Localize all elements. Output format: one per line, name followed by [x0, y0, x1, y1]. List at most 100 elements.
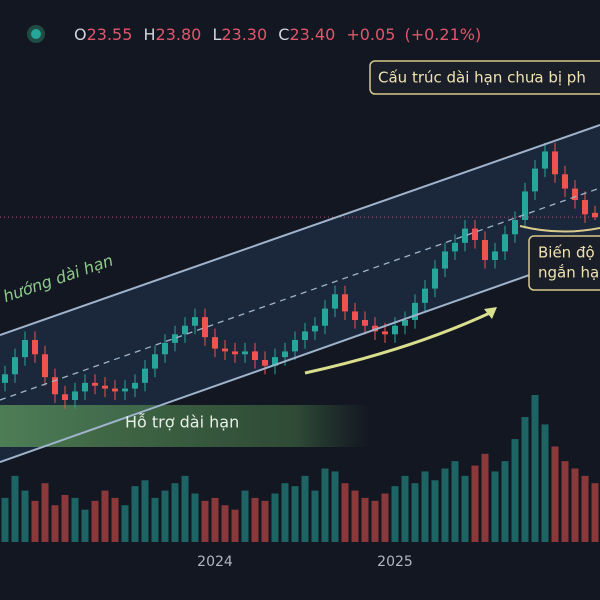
volume-bar: [591, 483, 599, 542]
volume-bar: [451, 461, 459, 542]
volume-bar: [311, 490, 319, 542]
volume-bar: [431, 480, 439, 542]
volume-bar: [91, 500, 99, 542]
candle-body: [192, 317, 198, 326]
candle-body: [262, 360, 268, 366]
volume-bar: [351, 490, 359, 542]
candle-body: [362, 320, 368, 326]
volume-bar: [471, 465, 479, 542]
candle-body: [342, 294, 348, 312]
candle-body: [22, 340, 28, 358]
candle-body: [122, 388, 128, 392]
volume-bar: [221, 505, 229, 542]
volume-bar: [371, 500, 379, 542]
candle-body: [572, 188, 578, 200]
candle-body: [222, 348, 228, 352]
candle-body: [352, 311, 358, 320]
candle-body: [52, 377, 58, 395]
candle-body: [382, 331, 388, 335]
candle-body: [2, 374, 8, 383]
volume-bar: [81, 509, 89, 542]
ohlc-value: 23.30: [221, 25, 267, 44]
volume-bar: [321, 468, 329, 542]
channel-lower: [0, 249, 600, 463]
volume-bar: [461, 475, 469, 542]
volume-bar: [491, 471, 499, 542]
arrow: [304, 310, 493, 375]
x-tick-label: 2025: [377, 554, 413, 570]
volume-bar: [401, 475, 409, 542]
support-label: Hỗ trợ dài hạn: [125, 413, 239, 432]
annotation-text: ngắn hạ: [538, 264, 599, 282]
candle-body: [432, 268, 438, 289]
volume-bar: [161, 490, 169, 542]
annotation-box: [528, 235, 600, 291]
volume-bar: [291, 486, 299, 542]
channel-fill: [0, 125, 600, 462]
volume-bar: [131, 486, 139, 542]
volume-bar: [261, 500, 269, 542]
volume-bar: [571, 468, 579, 542]
candle-body: [42, 354, 48, 378]
volume-bar: [531, 395, 539, 542]
candle-body: [502, 234, 508, 252]
candle-body: [92, 382, 98, 386]
candle-body: [272, 357, 278, 366]
candle-body: [422, 288, 428, 303]
volume-bar: [141, 480, 149, 542]
candle-body: [402, 320, 408, 326]
volume-bar: [111, 497, 119, 542]
candle-body: [62, 394, 68, 400]
candle-body: [442, 251, 448, 269]
volume-bar: [1, 497, 9, 542]
volume-bar: [561, 461, 569, 542]
candle-body: [492, 251, 498, 260]
candle-body: [172, 334, 178, 343]
volume-bar: [171, 483, 179, 542]
candle-body: [532, 168, 538, 192]
candle-body: [242, 351, 248, 355]
candle-body: [202, 317, 208, 338]
candle-body: [462, 228, 468, 243]
candle-body: [132, 382, 138, 389]
candle-body: [162, 342, 168, 355]
volume-bar: [21, 490, 29, 542]
candle-body: [592, 212, 598, 218]
candle-body: [282, 351, 288, 358]
volume-bar: [101, 490, 109, 542]
volume-bar: [71, 497, 79, 542]
volume-bar: [191, 493, 199, 542]
volume-bar: [581, 475, 589, 542]
candle-body: [392, 325, 398, 335]
candle-body: [252, 351, 258, 360]
candle-body: [312, 325, 318, 332]
ohlc-value: 23.55: [87, 25, 133, 44]
volume-bar: [231, 509, 239, 542]
candle-body: [552, 151, 558, 175]
candle-body: [32, 340, 38, 355]
candle-body: [452, 242, 458, 252]
ohlc-label: C: [278, 25, 289, 44]
volume-bar: [41, 483, 49, 542]
volume-bar: [541, 424, 549, 542]
arrow-head: [484, 307, 497, 319]
volume-bar: [31, 500, 39, 542]
volume-bar: [281, 483, 289, 542]
candle-body: [412, 302, 418, 320]
volume-bar: [341, 483, 349, 542]
ohlc-label: H: [144, 25, 156, 44]
status-dot: [31, 29, 41, 39]
volume-bar: [381, 493, 389, 542]
channel-upper: [0, 124, 600, 336]
candle-body: [542, 151, 548, 169]
volume-bar: [181, 475, 189, 542]
volume-bar: [301, 475, 309, 542]
ohlc-header: O23.55 H23.80 L23.30 C23.40 +0.05 (+0.21…: [74, 25, 481, 44]
candle-body: [72, 391, 78, 400]
candle-body: [182, 325, 188, 335]
ohlc-label: L: [212, 25, 221, 44]
volume-bar: [271, 493, 279, 542]
candle-body: [102, 385, 108, 389]
